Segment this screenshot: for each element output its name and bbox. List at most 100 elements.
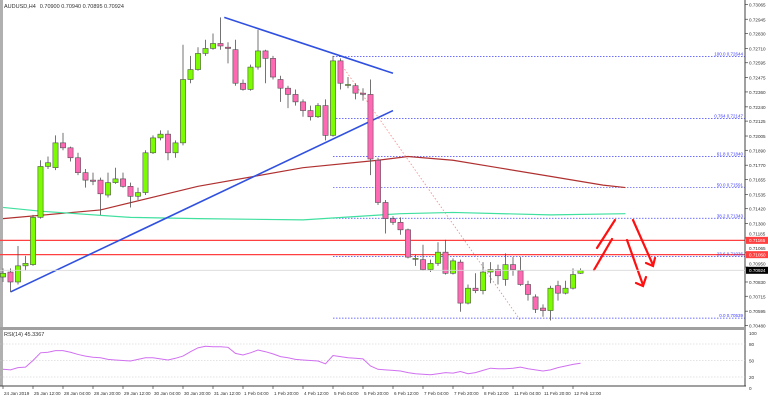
time-tick-label: 25 Jan 12:00 <box>34 391 61 396</box>
time-tick-label: 30 Jan 20:00 <box>184 391 211 396</box>
candle-body <box>225 46 231 49</box>
price-tick-label: 0.72475 <box>749 76 766 81</box>
price-tick-label: 0.71655 <box>749 178 766 183</box>
fib-level-label: 23.6 0.71036 <box>717 251 744 256</box>
bullish-candle <box>150 135 156 155</box>
candle-body <box>67 147 74 159</box>
up-arrow-line <box>595 218 617 250</box>
bullish-candle <box>210 33 216 50</box>
bearish-candle <box>472 273 479 294</box>
bullish-candle <box>15 245 21 285</box>
candle-body <box>277 79 284 89</box>
time-tick-label: 4 Feb 12:00 <box>304 391 329 396</box>
bearish-candle <box>532 294 539 314</box>
candle-body <box>547 287 554 311</box>
bullish-candle <box>502 253 509 286</box>
price-tick-label: 0.71535 <box>749 192 766 197</box>
bearish-candle <box>322 99 329 141</box>
bearish-candle <box>442 239 449 275</box>
rsi-line <box>2 345 581 376</box>
current-price-label: 0.70924 <box>749 268 766 273</box>
bearish-candle <box>285 85 291 109</box>
candle-body <box>375 159 381 203</box>
bullish-candle <box>22 255 29 271</box>
bearish-candle <box>352 83 359 100</box>
candle-body <box>127 186 134 197</box>
candle-body <box>382 202 389 219</box>
bearish-candle <box>510 257 516 276</box>
panel-separator[interactable] <box>0 327 746 330</box>
price-tick-label: 0.71185 <box>749 232 766 237</box>
bearish-candle <box>217 17 224 50</box>
candle-body <box>0 272 6 278</box>
bearish-candle <box>75 152 81 176</box>
fib-level-label: 61.8 0.71840 <box>717 152 744 157</box>
trendline <box>10 109 394 293</box>
rsi-scale-label: 100 <box>749 331 757 336</box>
time-tick-label: 11 Feb 04:00 <box>514 391 541 396</box>
bullish-candle <box>412 254 419 266</box>
bearish-candle <box>495 264 501 285</box>
bearish-candle <box>540 304 546 317</box>
candle-body <box>450 260 456 274</box>
candle-body <box>157 133 164 139</box>
candle-body <box>135 192 141 197</box>
level-price-tag <box>746 236 768 244</box>
candle-body <box>315 105 321 118</box>
candle-body <box>427 263 434 270</box>
bearish-candle <box>382 200 389 234</box>
candle-body <box>330 60 336 136</box>
candle-body <box>82 172 89 181</box>
price-tick-label: 0.71300 <box>749 222 766 227</box>
time-tick-label: 6 Feb 12:00 <box>394 391 419 396</box>
time-tick-label: 5 Feb 04:00 <box>334 391 359 396</box>
fib-level-label: 0.764 0.72147 <box>714 113 743 118</box>
down-arrow-line <box>625 238 645 287</box>
time-tick-label: 12 Feb 12:00 <box>574 391 602 396</box>
bullish-candle <box>202 39 209 56</box>
candle-body <box>247 66 254 90</box>
candle-body <box>300 101 306 111</box>
bearish-candle <box>165 130 171 161</box>
bullish-candle <box>315 103 321 119</box>
candle-body <box>465 287 471 304</box>
ohlc-readout: 0.70900 0.70940 0.70895 0.70924 <box>40 4 124 10</box>
rsi-scale-label: 80 <box>749 342 755 347</box>
bearish-candle <box>262 49 269 84</box>
candle-body <box>472 287 479 291</box>
candle-body <box>90 179 96 182</box>
candle-body <box>540 307 546 311</box>
price-tick-label: 0.71420 <box>749 207 766 212</box>
bearish-candle <box>225 42 231 64</box>
candle-body <box>420 259 426 270</box>
candle-body <box>97 179 104 195</box>
bullish-candle <box>52 135 59 171</box>
candle-body <box>555 285 561 294</box>
price-tick-label: 0.72005 <box>749 134 766 139</box>
time-tick-label: 5 Feb 20:00 <box>364 391 389 396</box>
price-tick-label: 0.71770 <box>749 163 766 168</box>
bearish-candle <box>420 244 426 271</box>
bearish-candle <box>307 105 314 121</box>
price-tick-label: 0.72830 <box>749 32 766 37</box>
candle-body <box>532 296 539 310</box>
bearish-candle <box>555 280 561 301</box>
candle-body <box>37 166 44 218</box>
down-arrow-line <box>631 218 655 267</box>
price-tick-label: 0.72125 <box>749 119 766 124</box>
candle-body <box>7 271 14 283</box>
candle-body <box>22 263 29 267</box>
bullish-candle <box>570 268 576 290</box>
bearish-candle <box>367 79 374 176</box>
candle-body <box>210 43 216 49</box>
candle-body <box>187 69 194 80</box>
candle-body <box>60 142 66 149</box>
candle-body <box>562 287 569 294</box>
price-tick-label: 0.70950 <box>749 262 766 267</box>
candle-body <box>510 264 516 270</box>
fib-level-label: 50.0 0.71591 <box>717 182 744 187</box>
bearish-candle <box>405 228 411 259</box>
candle-body <box>390 218 396 223</box>
fib-level-label: 100.0 0.72644 <box>714 52 743 57</box>
